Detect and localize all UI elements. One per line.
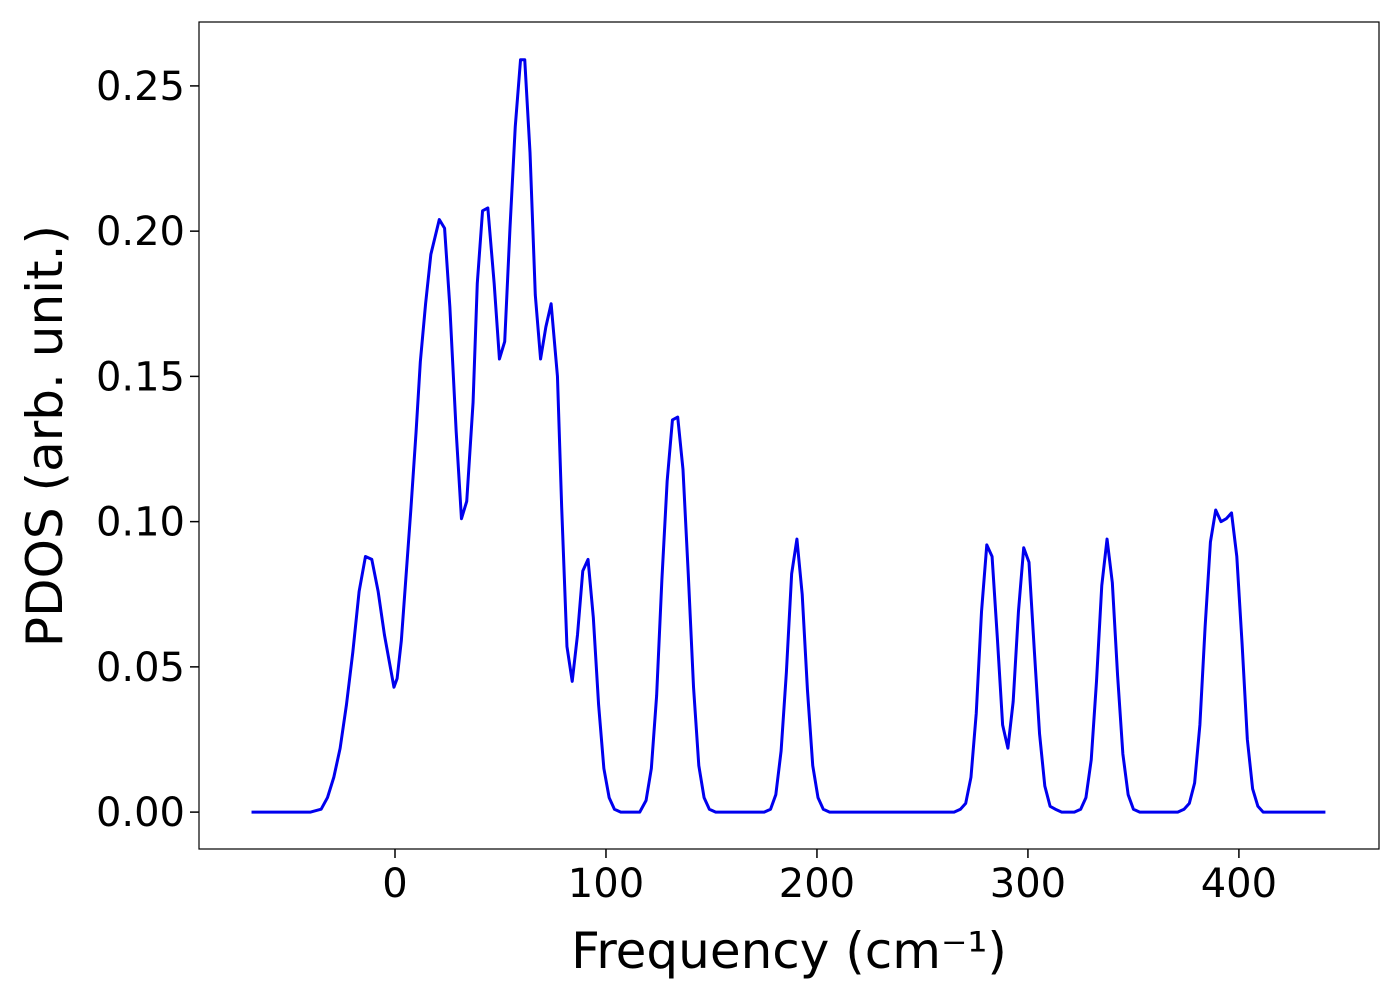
x-tick-label: 200 (779, 861, 855, 907)
y-tick-label: 0.15 (96, 354, 185, 400)
y-tick-label: 0.25 (96, 64, 185, 110)
y-tick-label: 0.05 (96, 645, 185, 691)
y-tick-label: 0.00 (96, 790, 185, 836)
x-tick-label: 300 (990, 861, 1066, 907)
x-tick-label: 100 (568, 861, 644, 907)
data-line (251, 58, 1326, 814)
y-tick-label: 0.10 (96, 500, 185, 546)
plot-frame (198, 21, 1380, 850)
y-tick-label: 0.20 (96, 209, 185, 255)
x-axis-label: Frequency (cm⁻¹) (571, 922, 1007, 980)
x-tick-label: 0 (382, 861, 407, 907)
y-axis-label: PDOS (arb. unit.) (16, 225, 74, 647)
x-tick-label: 400 (1201, 861, 1277, 907)
